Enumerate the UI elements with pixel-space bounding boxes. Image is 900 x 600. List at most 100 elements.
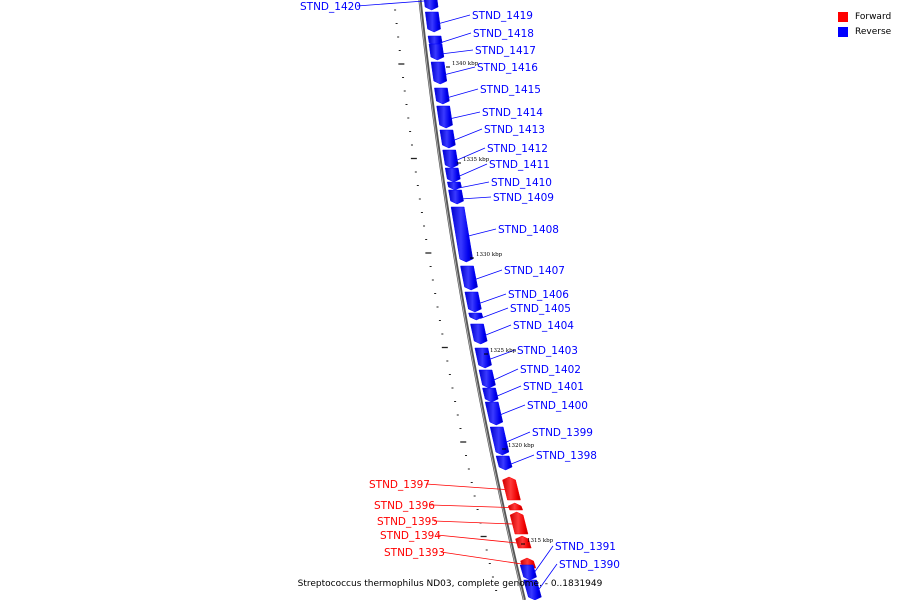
gene-arrow-stnd-1394 [515, 535, 532, 549]
gene-label: STND_1400 [527, 400, 588, 412]
reverse-swatch [838, 26, 848, 37]
gene-arrow-stnd-1406 [464, 291, 482, 313]
scale-label: 1330 kbp [476, 252, 503, 258]
gene-arrow-stnd-1402 [478, 369, 496, 389]
gene-labels: STND_1420 STND_1419 STND_1418 STND_1417 STND… [300, 1, 620, 571]
caption-text: Streptococcus thermophilus ND03, complet… [297, 579, 603, 589]
gene-label: STND_1403 [517, 345, 578, 357]
gene-label: STND_1401 [523, 381, 584, 393]
gene-arrow-stnd-1415 [434, 87, 450, 105]
gene-label: STND_1409 [493, 192, 554, 204]
gene-label: STND_1414 [482, 107, 543, 119]
gene-label: STND_1417 [475, 45, 536, 57]
gene-arrow-stnd-1410 [446, 181, 462, 191]
gene-label: STND_1397 [369, 479, 430, 491]
gene-label: STND_1418 [473, 28, 534, 40]
gene-arrow-stnd-1416 [430, 61, 448, 85]
genome-backbone [418, 0, 526, 600]
leader-line [454, 147, 486, 162]
leader-line [433, 520, 513, 525]
gene-label: STND_1408 [498, 224, 559, 236]
gene-label: STND_1390 [559, 559, 620, 571]
gene-arrow-stnd-1417 [428, 43, 445, 61]
leader-line [440, 551, 522, 565]
backbone-highlight [419, 0, 525, 600]
backbone-line [418, 0, 526, 600]
leader-line [477, 293, 507, 305]
gene-arrow-stnd-1420 [423, 0, 439, 11]
forward-swatch [838, 11, 848, 22]
gene-arrow-stnd-1412 [442, 149, 459, 169]
gene-label: STND_1398 [536, 450, 597, 462]
gene-label: STND_1415 [480, 84, 541, 96]
leader-line [460, 196, 492, 200]
gene-arrow-stnd-1414 [436, 105, 453, 129]
gene-arrow-stnd-1405 [468, 312, 484, 321]
leader-line [356, 0, 425, 7]
gene-label: STND_1416 [477, 62, 538, 74]
gene-label: STND_1399 [532, 427, 593, 439]
leader-line [532, 545, 554, 575]
leader-line [425, 483, 506, 490]
leader-line [443, 66, 476, 76]
gene-label: STND_1412 [487, 143, 548, 155]
leader-line [466, 228, 497, 237]
gene-label: STND_1394 [380, 530, 441, 542]
gene-label: STND_1396 [374, 500, 435, 512]
gene-arrow-stnd-1403 [474, 347, 492, 369]
gene-arrow-stnd-1401 [482, 387, 499, 403]
gene-label: STND_1411 [489, 159, 550, 171]
scale-label: 1340 kbp [452, 61, 479, 67]
gene-label: STND_1393 [384, 547, 445, 559]
leader-line [449, 111, 481, 120]
gene-arrow-stnd-1390 [523, 579, 542, 600]
scale-labels: 1340 kbp 1335 kbp 1330 kbp 1325 kbp 1320 kbp… [446, 61, 554, 545]
leader-line [483, 324, 512, 337]
gene-arrow-stnd-1404 [470, 323, 488, 345]
leader-line [536, 563, 558, 593]
gene-arrow-stnd-1398 [495, 455, 513, 471]
gene-arrow-stnd-1400 [484, 401, 504, 426]
legend: Forward Reverse [838, 9, 891, 39]
gene-label: STND_1406 [508, 289, 569, 301]
leader-line [491, 368, 519, 382]
genome-caption: Streptococcus thermophilus ND03, complet… [0, 579, 900, 589]
leader-line [487, 349, 516, 361]
legend-reverse-label: Reverse [855, 26, 892, 37]
legend-forward-label: Forward [855, 11, 892, 22]
gene-arrow-stnd-1409 [448, 189, 464, 205]
gene-arrow-stnd-1408 [450, 206, 474, 263]
scale-label: 1315 kbp [527, 538, 554, 544]
gene-arrow-stnd-1419 [425, 11, 441, 33]
leader-line [503, 431, 531, 444]
label-leader-lines [356, 0, 558, 593]
scale-label: 1320 kbp [508, 443, 535, 449]
gene-arrow-stnd-1411 [444, 167, 461, 183]
leader-line [437, 14, 471, 25]
leader-line [473, 269, 503, 281]
gene-arrow-stnd-1413 [439, 129, 456, 149]
gene-label: STND_1405 [510, 303, 571, 315]
legend-reverse: Reverse [838, 24, 891, 39]
scale-label: 1325 kbp [490, 348, 517, 354]
leader-line [494, 385, 522, 398]
gene-arrow-stnd-1397 [502, 476, 521, 501]
leader-line [451, 128, 483, 142]
gene-arrow-stnd-1391 [519, 564, 537, 581]
leader-line [457, 163, 488, 178]
leader-line [436, 534, 517, 544]
leader-line [480, 307, 509, 319]
leader-line [446, 88, 479, 99]
gene-arrows [423, 0, 542, 600]
gene-arrow-stnd-1407 [460, 265, 478, 291]
scale-label: 1335 kbp [463, 157, 490, 163]
leader-line [508, 454, 535, 466]
leader-line [430, 504, 509, 508]
gene-label: STND_1410 [491, 177, 552, 189]
gene-label: STND_1419 [472, 10, 533, 22]
gene-label: STND_1391 [555, 541, 616, 553]
leader-line [498, 404, 526, 416]
gene-arrow-stnd-1399 [489, 426, 510, 456]
gene-label: STND_1413 [484, 124, 545, 136]
